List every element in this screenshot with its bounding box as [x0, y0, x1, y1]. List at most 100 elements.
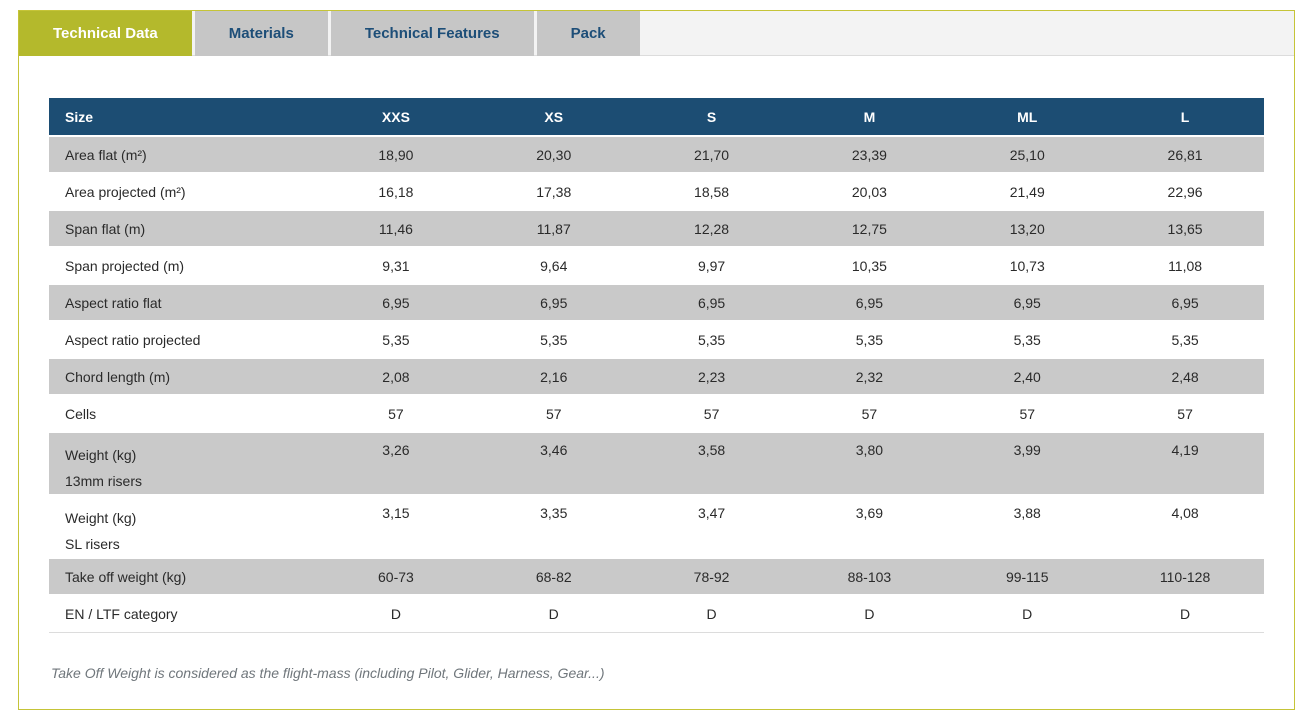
- table-cell: 10,73: [1009, 257, 1045, 274]
- table-cell: 3,47: [697, 505, 726, 521]
- table-cell: 4,19: [1171, 442, 1199, 458]
- table-cell: 57: [1177, 405, 1193, 422]
- table-cell: 99-115: [1005, 568, 1049, 585]
- table-cell: 9,97: [697, 257, 726, 274]
- table-cell: 110-128: [1159, 568, 1211, 585]
- table-cell: D: [390, 605, 401, 622]
- table-cell: 2,23: [697, 368, 726, 385]
- table-cell: 3,58: [697, 442, 726, 458]
- row-label-line1: Area projected (m²): [65, 183, 186, 200]
- row-label-line1: Take off weight (kg): [65, 568, 187, 585]
- table-cell: 3,15: [382, 505, 410, 521]
- col-header-ml: ML: [1017, 108, 1038, 125]
- table-cell: 3,69: [855, 505, 884, 521]
- table-cell: 18,90: [378, 146, 414, 163]
- row-label-line1: Aspect ratio projected: [65, 331, 201, 348]
- row-label-line1: Area flat (m²): [65, 146, 147, 163]
- row-label-line1: Chord length (m): [65, 368, 171, 385]
- table-row: Area projected (m²) 16,18 17,38 18,58 20,03 2…: [49, 173, 1264, 210]
- table-cell: 21,70: [694, 146, 730, 163]
- table-cell: 23,39: [851, 146, 887, 163]
- table-cell: 57: [703, 405, 720, 422]
- table-cell: 57: [388, 405, 404, 422]
- table-cell: 11,87: [536, 220, 571, 237]
- tab-bar: Technical Data Materials Technical Feature…: [19, 11, 1294, 56]
- table-cell: 21,49: [1009, 183, 1045, 200]
- table-cell: D: [864, 605, 875, 622]
- row-label-line1: Span flat (m): [65, 220, 146, 237]
- table-row: Weight (kg) 13mm risers 3,26 3,46 3,58 3,80 3,…: [49, 432, 1264, 495]
- table-cell: 5,35: [855, 331, 884, 348]
- table-cell: 26,81: [1167, 146, 1203, 163]
- table-cell: 6,95: [697, 294, 726, 311]
- table-cell: D: [1022, 605, 1033, 622]
- col-header-xxs: XXS: [381, 108, 410, 125]
- row-label-line1: Cells: [65, 405, 97, 422]
- table-row: Span projected (m) 9,31 9,64 9,97 10,35 10,73…: [49, 247, 1264, 284]
- table-cell: 20,03: [851, 183, 887, 200]
- spec-table-header-row: Size XXS XS S M ML L: [49, 98, 1264, 136]
- row-label: Weight (kg) 13mm risers: [49, 432, 317, 495]
- table-cell: 2,08: [382, 368, 410, 385]
- table-cell: 20,30: [536, 146, 572, 163]
- spec-table-body: Area flat (m²) 18,90 20,30 21,70 23,39 25,10 2…: [49, 136, 1264, 632]
- table-cell: D: [706, 605, 717, 622]
- table-cell: 5,35: [382, 331, 410, 348]
- row-label: Chord length (m): [49, 358, 317, 395]
- table-cell: 3,35: [540, 505, 568, 521]
- table-cell: 88-103: [847, 568, 892, 585]
- table-cell: 12,75: [851, 220, 887, 237]
- table-cell: 6,95: [1171, 294, 1199, 311]
- row-label-line1: Span projected (m): [65, 257, 185, 274]
- row-label-line1: Aspect ratio flat: [65, 294, 162, 311]
- table-row: Chord length (m) 2,08 2,16 2,23 2,32 2,40 2,48: [49, 358, 1264, 395]
- table-cell: 3,46: [540, 442, 568, 458]
- table-cell: 18,58: [694, 183, 730, 200]
- row-label-line2: SL risers: [65, 536, 120, 552]
- tab-technical-features[interactable]: Technical Features: [330, 11, 534, 56]
- table-row: Take off weight (kg) 60-73 68-82 78-92 88-10…: [49, 558, 1264, 595]
- row-label: Weight (kg) SL risers: [49, 495, 317, 558]
- table-cell: 6,95: [855, 294, 884, 311]
- spec-table: Size XXS XS S M ML L Area flat (m²) 18,90 20,30 2…: [49, 98, 1264, 633]
- tab-pack[interactable]: Pack: [536, 11, 640, 56]
- table-cell: 68-82: [535, 568, 572, 585]
- table-cell: 16,18: [378, 183, 414, 200]
- tab-materials[interactable]: Materials: [194, 11, 328, 56]
- table-cell: 25,10: [1009, 146, 1045, 163]
- table-cell: D: [548, 605, 559, 622]
- row-label: Aspect ratio flat: [49, 284, 317, 321]
- row-label: Area flat (m²): [49, 136, 317, 173]
- tab-technical-data[interactable]: Technical Data: [19, 11, 192, 56]
- row-label-line2: 13mm risers: [65, 473, 143, 489]
- table-cell: 3,26: [382, 442, 410, 458]
- table-cell: 57: [545, 405, 562, 422]
- table-cell: 17,38: [536, 183, 572, 200]
- table-cell: 5,35: [1171, 331, 1199, 348]
- row-label: EN / LTF category: [49, 595, 317, 632]
- table-row: Aspect ratio flat 6,95 6,95 6,95 6,95 6,95 6,9…: [49, 284, 1264, 321]
- table-cell: 10,35: [851, 257, 887, 274]
- table-cell: 2,40: [1013, 368, 1041, 385]
- row-label: Span projected (m): [49, 247, 317, 284]
- table-cell: 3,99: [1013, 442, 1041, 458]
- table-cell: 3,80: [855, 442, 884, 458]
- col-header-s: S: [706, 108, 717, 125]
- table-cell: 13,65: [1167, 220, 1203, 237]
- col-header-m: M: [863, 108, 876, 125]
- table-cell: 11,08: [1168, 257, 1203, 274]
- col-header-size: Size: [65, 108, 94, 125]
- table-cell: 13,20: [1009, 220, 1045, 237]
- technical-data-panel: Technical Data Materials Technical Feature…: [18, 10, 1295, 710]
- table-row: Span flat (m) 11,46 11,87 12,28 12,75 13,20 13…: [49, 210, 1264, 247]
- row-label-line1: Weight (kg): [65, 510, 137, 526]
- row-label: Span flat (m): [49, 210, 317, 247]
- row-label: Area projected (m²): [49, 173, 317, 210]
- table-cell: 11,46: [378, 220, 413, 237]
- row-label-line1: EN / LTF category: [65, 605, 178, 622]
- table-cell: 2,48: [1171, 368, 1199, 385]
- table-cell: 2,32: [855, 368, 884, 385]
- table-row: EN / LTF category D D D D D D: [49, 595, 1264, 632]
- table-cell: 78-92: [693, 568, 730, 585]
- table-cell: 4,08: [1171, 505, 1199, 521]
